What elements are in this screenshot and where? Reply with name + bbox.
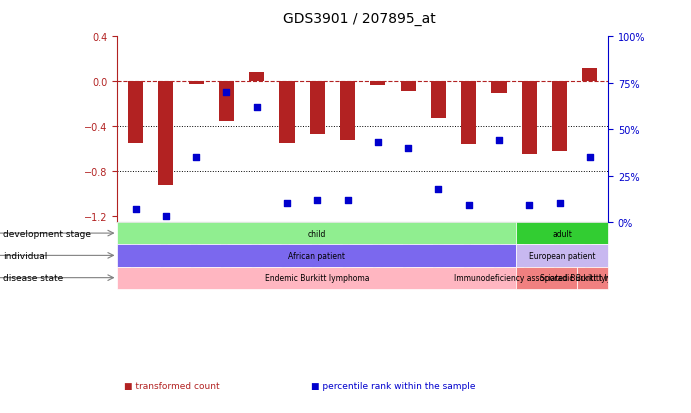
Text: Sporadic Burkitt lymphoma: Sporadic Burkitt lymphoma [540, 273, 645, 282]
FancyBboxPatch shape [516, 223, 608, 244]
Bar [370, 82, 386, 85]
Point [554, 201, 565, 207]
Point [160, 214, 171, 220]
Point [342, 197, 353, 204]
Point [524, 202, 535, 209]
Point [585, 154, 596, 161]
Text: individual: individual [3, 251, 48, 260]
Text: GDS3901 / 207895_at: GDS3901 / 207895_at [283, 12, 436, 26]
Point [372, 140, 384, 146]
Point [433, 186, 444, 192]
Bar [583, 69, 598, 82]
FancyBboxPatch shape [117, 267, 516, 289]
Text: adult: adult [552, 229, 572, 238]
Point [130, 206, 141, 213]
Bar [279, 82, 294, 144]
Point [221, 90, 232, 96]
Point [252, 104, 263, 111]
Bar [219, 82, 234, 121]
Bar [158, 82, 173, 185]
FancyBboxPatch shape [516, 267, 578, 289]
Text: African patient: African patient [288, 251, 346, 260]
Point [493, 138, 504, 144]
FancyBboxPatch shape [516, 244, 608, 267]
Text: ■ percentile rank within the sample: ■ percentile rank within the sample [311, 381, 475, 390]
Text: Endemic Burkitt lymphoma: Endemic Burkitt lymphoma [265, 273, 369, 282]
Bar [128, 82, 143, 144]
Text: development stage: development stage [3, 229, 91, 238]
Bar [310, 82, 325, 135]
Point [281, 201, 292, 207]
Bar [340, 82, 355, 140]
Bar [401, 82, 416, 92]
Bar [491, 82, 507, 93]
Text: ■ transformed count: ■ transformed count [124, 381, 220, 390]
Text: child: child [307, 229, 326, 238]
Bar [249, 73, 265, 82]
Point [463, 202, 474, 209]
Bar [552, 82, 567, 152]
Text: disease state: disease state [3, 273, 64, 282]
FancyBboxPatch shape [117, 244, 516, 267]
Bar [522, 82, 537, 155]
Bar [189, 82, 204, 84]
FancyBboxPatch shape [578, 267, 608, 289]
Point [191, 154, 202, 161]
Point [312, 197, 323, 204]
Text: European patient: European patient [529, 251, 596, 260]
Bar [431, 82, 446, 119]
Bar [461, 82, 476, 145]
Text: Immunodeficiency associated Burkitt lymphoma: Immunodeficiency associated Burkitt lymp… [454, 273, 639, 282]
Point [403, 145, 414, 152]
FancyBboxPatch shape [117, 223, 516, 244]
